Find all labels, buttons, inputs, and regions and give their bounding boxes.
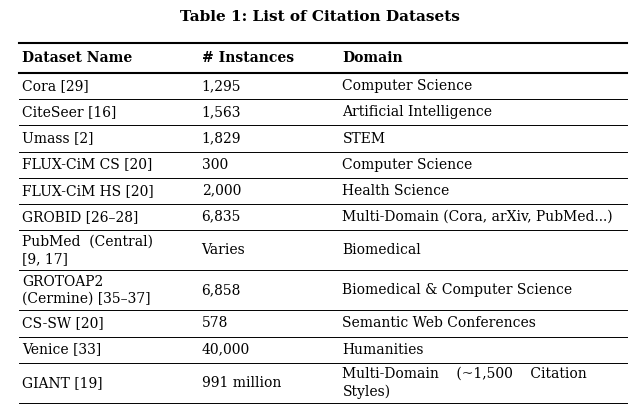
Text: 578: 578 — [202, 317, 228, 330]
Text: 6,858: 6,858 — [202, 283, 241, 297]
Text: 1,563: 1,563 — [202, 105, 241, 119]
Text: GIANT [19]: GIANT [19] — [22, 376, 103, 390]
Text: PubMed  (Central)
[9, 17]: PubMed (Central) [9, 17] — [22, 234, 154, 266]
Text: Varies: Varies — [202, 243, 245, 257]
Text: Domain: Domain — [342, 51, 403, 65]
Text: Table 1: List of Citation Datasets: Table 1: List of Citation Datasets — [180, 10, 460, 24]
Text: CS-SW [20]: CS-SW [20] — [22, 317, 104, 330]
Text: 40,000: 40,000 — [202, 343, 250, 357]
Text: Computer Science: Computer Science — [342, 79, 473, 93]
Text: Umass [2]: Umass [2] — [22, 131, 94, 146]
Text: FLUX-CiM HS [20]: FLUX-CiM HS [20] — [22, 184, 154, 198]
Text: Computer Science: Computer Science — [342, 158, 473, 172]
Text: # Instances: # Instances — [202, 51, 294, 65]
Text: 991 million: 991 million — [202, 376, 281, 390]
Text: Humanities: Humanities — [342, 343, 424, 357]
Text: 6,835: 6,835 — [202, 210, 241, 224]
Text: Health Science: Health Science — [342, 184, 450, 198]
Text: GROTOAP2
(Cermine) [35–37]: GROTOAP2 (Cermine) [35–37] — [22, 275, 151, 306]
Text: Dataset Name: Dataset Name — [22, 51, 132, 65]
Text: Biomedical: Biomedical — [342, 243, 421, 257]
Text: Venice [33]: Venice [33] — [22, 343, 102, 357]
Text: Semantic Web Conferences: Semantic Web Conferences — [342, 317, 536, 330]
Text: 1,829: 1,829 — [202, 131, 241, 146]
Text: Multi-Domain (Cora, arXiv, PubMed...): Multi-Domain (Cora, arXiv, PubMed...) — [342, 210, 613, 224]
Text: FLUX-CiM CS [20]: FLUX-CiM CS [20] — [22, 158, 153, 172]
Text: Cora [29]: Cora [29] — [22, 79, 89, 93]
Text: STEM: STEM — [342, 131, 385, 146]
Text: Biomedical & Computer Science: Biomedical & Computer Science — [342, 283, 573, 297]
Text: Artificial Intelligence: Artificial Intelligence — [342, 105, 492, 119]
Text: 1,295: 1,295 — [202, 79, 241, 93]
Text: 300: 300 — [202, 158, 228, 172]
Text: GROBID [26–28]: GROBID [26–28] — [22, 210, 139, 224]
Text: CiteSeer [16]: CiteSeer [16] — [22, 105, 116, 119]
Text: 2,000: 2,000 — [202, 184, 241, 198]
Text: Multi-Domain    (~1,500    Citation
Styles): Multi-Domain (~1,500 Citation Styles) — [342, 367, 587, 399]
